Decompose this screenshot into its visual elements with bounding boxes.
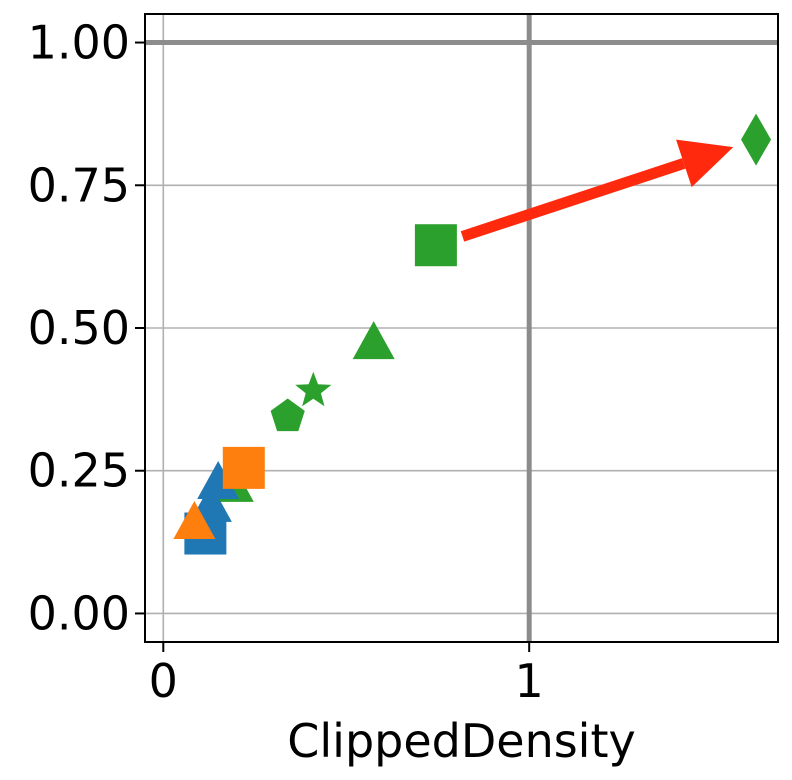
reference-lines (145, 14, 778, 642)
x-axis-title: ClippedDensity (287, 714, 635, 768)
arrow-head (676, 139, 734, 188)
y-tick-label-1: 0.25 (28, 444, 130, 498)
data-point-2 (295, 371, 332, 407)
y-tick-label-3: 0.75 (28, 158, 130, 212)
data-points (173, 113, 772, 555)
y-tick-label-2: 0.50 (28, 301, 130, 355)
arrow-shaft (460, 158, 686, 242)
arrow-layer (460, 139, 734, 242)
y-tick-label-4: 1.00 (28, 16, 130, 70)
x-tick-label-0: 0 (149, 654, 178, 708)
data-point-5 (741, 113, 772, 166)
data-point-3 (352, 321, 395, 360)
data-point-9 (222, 446, 265, 489)
data-point-10 (173, 500, 216, 539)
x-tick-label-1: 1 (515, 654, 544, 708)
y-tick-label-0: 0.00 (28, 586, 130, 640)
data-point-1 (270, 398, 305, 432)
data-point-4 (414, 224, 457, 267)
y-axis-ticks: 0.00 0.25 0.50 0.75 1.00 (28, 16, 145, 640)
data-point-8 (197, 461, 240, 499)
